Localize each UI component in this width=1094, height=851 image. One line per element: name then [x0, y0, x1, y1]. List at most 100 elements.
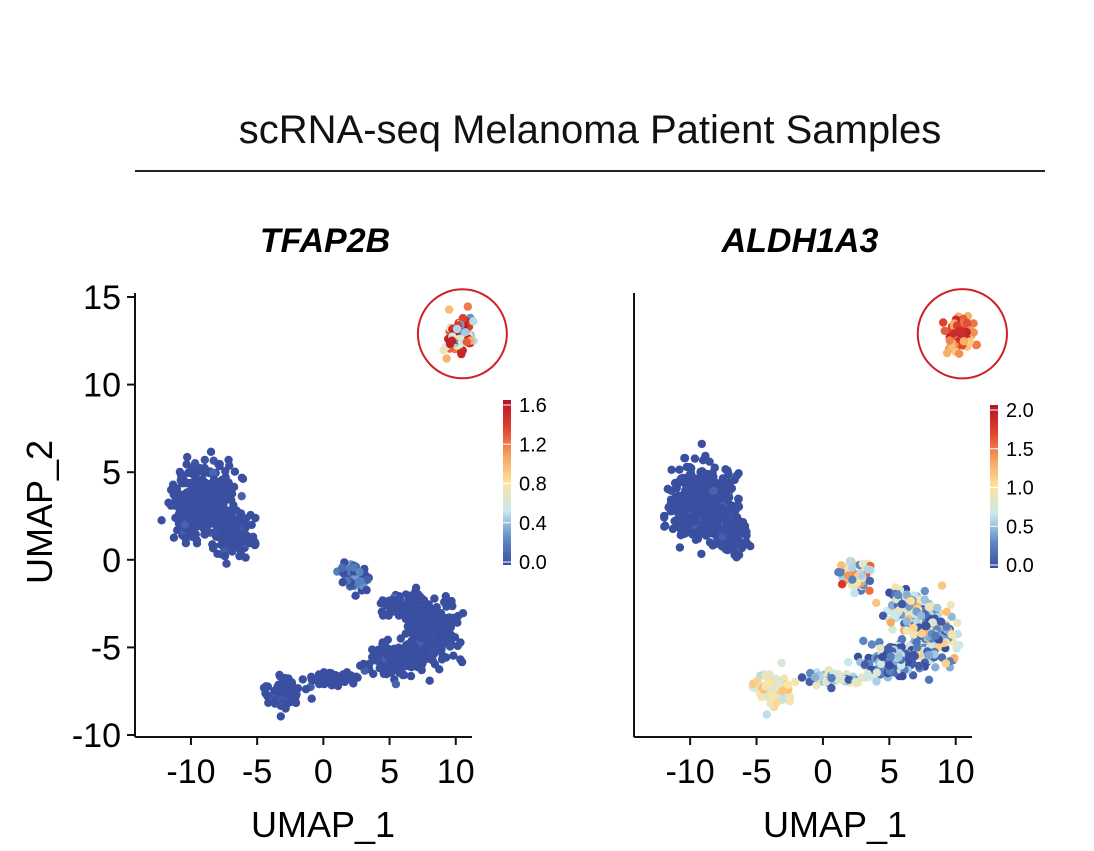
- y-tick-label: -10: [72, 717, 121, 755]
- cell-point: [211, 527, 221, 536]
- cell-point: [238, 537, 247, 546]
- cell-point: [719, 488, 728, 497]
- cell-point: [291, 693, 300, 702]
- cell-point: [946, 600, 955, 610]
- cell-point: [224, 478, 233, 487]
- cell-point: [857, 673, 866, 682]
- cell-point: [452, 324, 462, 334]
- panel-title: ALDH1A3: [721, 222, 879, 260]
- cell-point: [865, 576, 875, 586]
- cell-point: [271, 698, 280, 707]
- cell-point: [236, 509, 246, 518]
- cell-point: [351, 591, 360, 600]
- cell-point: [453, 641, 462, 651]
- cell-point: [390, 605, 399, 614]
- cell-point: [947, 630, 956, 639]
- cell-point: [845, 556, 855, 566]
- cell-point: [175, 502, 185, 511]
- cell-point: [445, 642, 455, 651]
- cell-point: [220, 551, 230, 561]
- colorbar-tick-label: 1.5: [1006, 439, 1034, 461]
- cell-point: [912, 643, 922, 652]
- cell-point: [718, 508, 727, 517]
- cell-point: [762, 710, 771, 719]
- cell-point: [348, 563, 358, 572]
- cell-point: [791, 677, 800, 686]
- cell-point: [301, 685, 311, 694]
- cell-point: [675, 543, 685, 552]
- cell-point: [897, 635, 907, 644]
- x-axis-label: UMAP_1: [251, 804, 395, 845]
- cell-point: [190, 502, 199, 511]
- cell-point: [920, 586, 929, 596]
- cell-point: [690, 454, 700, 463]
- cell-point: [378, 611, 388, 620]
- cell-point: [774, 680, 783, 689]
- cell-point: [447, 596, 456, 606]
- cell-point: [437, 645, 446, 654]
- colorbar-tick-label: 1.2: [519, 434, 547, 456]
- colorbar-tick-label: 2.0: [1006, 400, 1034, 422]
- cell-point: [772, 698, 782, 707]
- cell-point: [193, 479, 202, 488]
- cell-point: [709, 486, 718, 496]
- colorbar-tick-label: 1.6: [519, 395, 547, 417]
- cell-point: [857, 571, 867, 580]
- cell-point: [931, 663, 940, 672]
- cell-point: [909, 623, 918, 633]
- x-tick-label: 5: [880, 753, 899, 791]
- cell-point: [953, 618, 962, 627]
- cell-point: [218, 475, 227, 484]
- cell-point: [396, 634, 405, 643]
- colorbar-tick-label: 0.5: [1006, 516, 1034, 538]
- cell-point: [401, 641, 411, 650]
- y-tick-label: -5: [91, 629, 121, 667]
- cell-point: [778, 686, 787, 696]
- cell-point: [726, 511, 735, 521]
- title-rule: [135, 170, 1045, 172]
- cell-point: [457, 349, 466, 359]
- cell-point: [675, 499, 684, 508]
- cell-point: [211, 506, 220, 515]
- cell-point: [469, 317, 478, 326]
- cell-point: [972, 340, 981, 350]
- cell-point: [190, 459, 200, 468]
- cell-point: [173, 526, 182, 535]
- cell-point: [876, 644, 885, 653]
- cell-point: [461, 328, 470, 337]
- cell-point: [959, 337, 968, 346]
- cell-point: [209, 541, 218, 551]
- cell-point: [169, 533, 179, 542]
- cell-point: [962, 318, 972, 328]
- cell-point: [385, 659, 394, 668]
- cell-point: [905, 651, 915, 661]
- cell-point: [710, 463, 719, 472]
- cell-point: [848, 563, 857, 572]
- cell-point: [697, 490, 706, 499]
- cell-point: [891, 583, 900, 592]
- cell-point: [184, 468, 193, 478]
- cell-point: [765, 679, 774, 688]
- cell-point: [730, 538, 739, 548]
- cell-point: [413, 606, 423, 615]
- cell-point: [858, 559, 867, 568]
- cell-point: [201, 478, 210, 487]
- cell-point: [202, 492, 211, 501]
- cell-point: [376, 599, 385, 608]
- cell-point: [945, 336, 954, 345]
- cell-point: [942, 607, 951, 616]
- cell-point: [227, 496, 236, 505]
- cell-point: [668, 524, 678, 534]
- cell-point: [969, 328, 978, 337]
- cell-point: [872, 668, 881, 677]
- cell-point: [917, 629, 926, 638]
- cell-point: [458, 314, 467, 323]
- x-tick-label: -10: [666, 753, 715, 791]
- cell-point: [422, 627, 431, 636]
- cell-point: [240, 516, 249, 526]
- cell-point: [697, 439, 706, 449]
- cell-point: [191, 530, 200, 539]
- cell-point: [872, 598, 881, 607]
- cell-point: [897, 599, 907, 609]
- cell-point: [237, 492, 246, 501]
